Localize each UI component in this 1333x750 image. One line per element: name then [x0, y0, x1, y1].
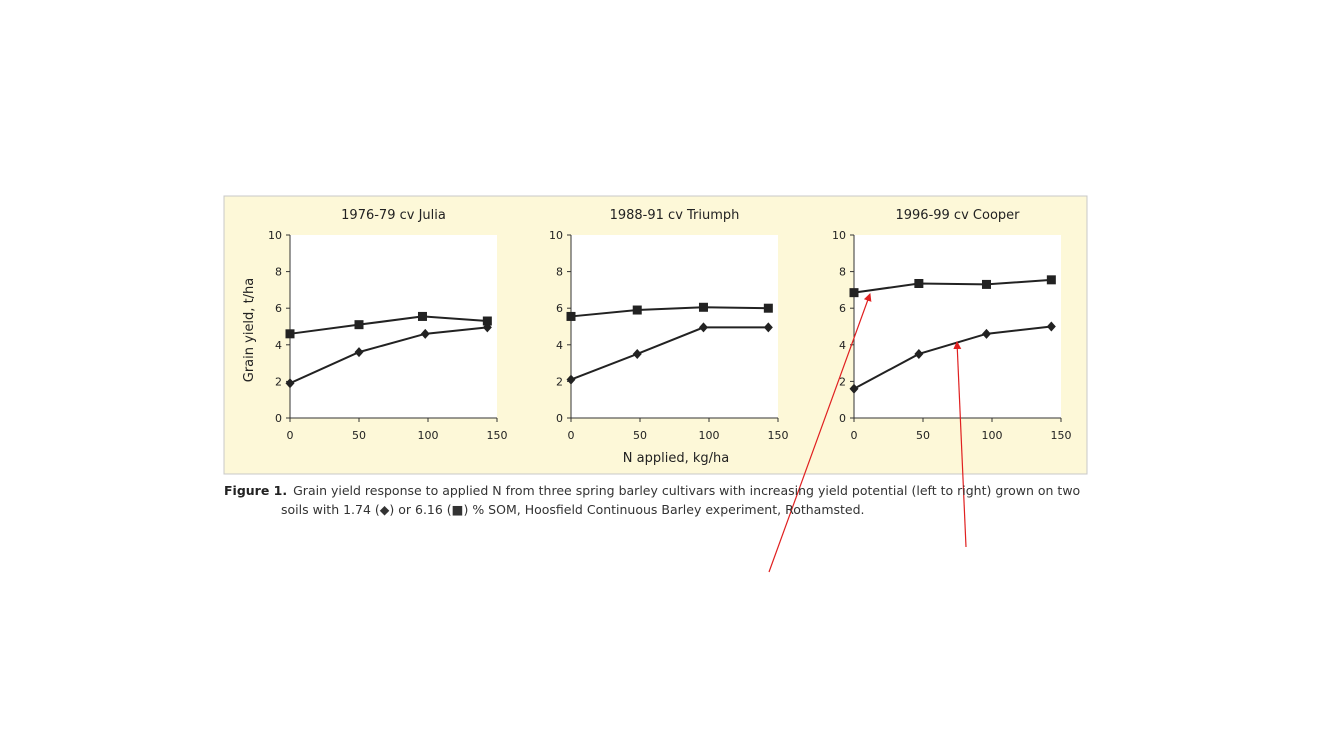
y-tick-label: 2 [839, 375, 846, 388]
x-tick-label: 150 [1051, 429, 1072, 442]
x-tick-label: 0 [568, 429, 575, 442]
data-point-diamond [566, 374, 576, 385]
y-axis-label: Grain yield, t/ha [242, 278, 257, 382]
series-line-square [289, 315, 488, 335]
y-tick-label: 8 [556, 266, 563, 279]
y-tick-label: 0 [556, 412, 563, 425]
panel-title: 1996-99 cv Cooper [895, 208, 1020, 223]
y-tick-label: 4 [275, 339, 282, 352]
series-line-square [570, 306, 769, 318]
data-point-square [914, 278, 924, 288]
panel-title: 1976-79 cv Julia [341, 208, 446, 223]
data-point-square [566, 311, 576, 321]
y-tick-label: 4 [839, 339, 846, 352]
data-point-square [849, 288, 859, 298]
caption-line-2: soils with 1.74 (◆) or 6.16 (■) % SOM, H… [281, 502, 865, 517]
x-tick-label: 50 [916, 429, 930, 442]
y-tick-label: 2 [556, 375, 563, 388]
plot-area [290, 235, 497, 418]
y-tick-label: 6 [556, 302, 563, 315]
x-tick-label: 0 [851, 429, 858, 442]
x-tick-label: 150 [768, 429, 789, 442]
x-tick-label: 100 [982, 429, 1003, 442]
data-point-diamond [354, 347, 364, 358]
data-point-diamond [981, 328, 991, 339]
data-point-square [1046, 275, 1056, 285]
y-tick-label: 10 [549, 229, 563, 242]
data-point-square [981, 279, 991, 289]
series-line-square [853, 278, 1052, 294]
x-tick-label: 100 [418, 429, 439, 442]
data-point-diamond [420, 328, 430, 339]
data-point-square [632, 305, 642, 315]
data-point-diamond [914, 348, 924, 359]
data-point-square [698, 302, 708, 312]
figure-caption: Figure 1. Grain yield response to applied… [224, 481, 1084, 519]
caption-line-1: Grain yield response to applied N from t… [293, 483, 1081, 498]
data-point-square [285, 329, 295, 339]
y-tick-label: 0 [839, 412, 846, 425]
data-point-square [354, 320, 364, 330]
y-tick-label: 0 [275, 412, 282, 425]
data-point-diamond [1046, 321, 1056, 332]
panel-title: 1988-91 cv Triumph [610, 208, 740, 223]
y-tick-label: 6 [275, 302, 282, 315]
data-point-diamond [763, 322, 773, 333]
x-tick-label: 150 [487, 429, 508, 442]
y-tick-label: 10 [268, 229, 282, 242]
series-line-diamond [289, 326, 488, 385]
x-tick-label: 0 [287, 429, 294, 442]
data-point-diamond [698, 322, 708, 333]
data-point-square [763, 303, 773, 313]
series-line-diamond [570, 326, 769, 381]
data-point-diamond [285, 378, 295, 389]
data-point-square [417, 311, 427, 321]
x-tick-label: 50 [633, 429, 647, 442]
annotation-arrow-diamond-series [953, 341, 967, 548]
data-point-diamond [632, 348, 642, 359]
x-tick-label: 100 [699, 429, 720, 442]
data-point-square [482, 316, 492, 326]
y-tick-label: 8 [275, 266, 282, 279]
x-tick-label: 50 [352, 429, 366, 442]
series-line-diamond [853, 325, 1052, 390]
y-tick-label: 6 [839, 302, 846, 315]
y-tick-label: 8 [839, 266, 846, 279]
x-axis-label: N applied, kg/ha [623, 451, 729, 466]
annotation-arrow-square-series [768, 293, 872, 573]
y-tick-label: 10 [832, 229, 846, 242]
caption-label: Figure 1. [224, 483, 288, 498]
data-point-diamond [849, 383, 859, 394]
y-tick-label: 4 [556, 339, 563, 352]
y-tick-label: 2 [275, 375, 282, 388]
plot-area [854, 235, 1061, 418]
